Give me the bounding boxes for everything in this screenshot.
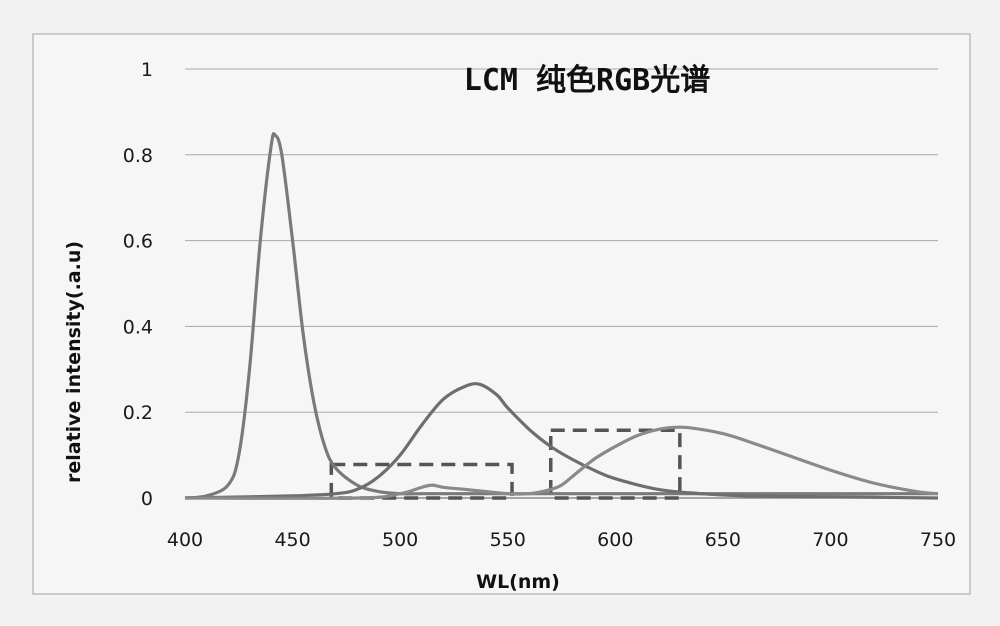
y-tick-label: 1 — [141, 59, 153, 81]
x-tick-label: 500 — [382, 529, 418, 551]
y-tick-label: 0.6 — [123, 231, 153, 253]
x-tick-label: 700 — [812, 529, 848, 551]
x-tick-label: 450 — [274, 529, 310, 551]
x-tick-label: 550 — [490, 529, 526, 551]
y-tick-label: 0.8 — [123, 145, 153, 167]
x-tick-label: 750 — [920, 529, 956, 551]
y-tick-label: 0.4 — [123, 316, 153, 338]
y-tick-label: 0 — [141, 488, 153, 510]
x-tick-label: 650 — [705, 529, 741, 551]
x-axis-title: WL(nm) — [476, 571, 560, 593]
y-axis-title: relative intensity(.a.u) — [63, 241, 85, 483]
chart-title: LCM 纯色RGB光谱 — [464, 63, 710, 98]
x-tick-label: 600 — [597, 529, 633, 551]
y-tick-label: 0.2 — [123, 402, 153, 424]
chart-border — [33, 34, 970, 594]
x-tick-label: 400 — [167, 529, 203, 551]
